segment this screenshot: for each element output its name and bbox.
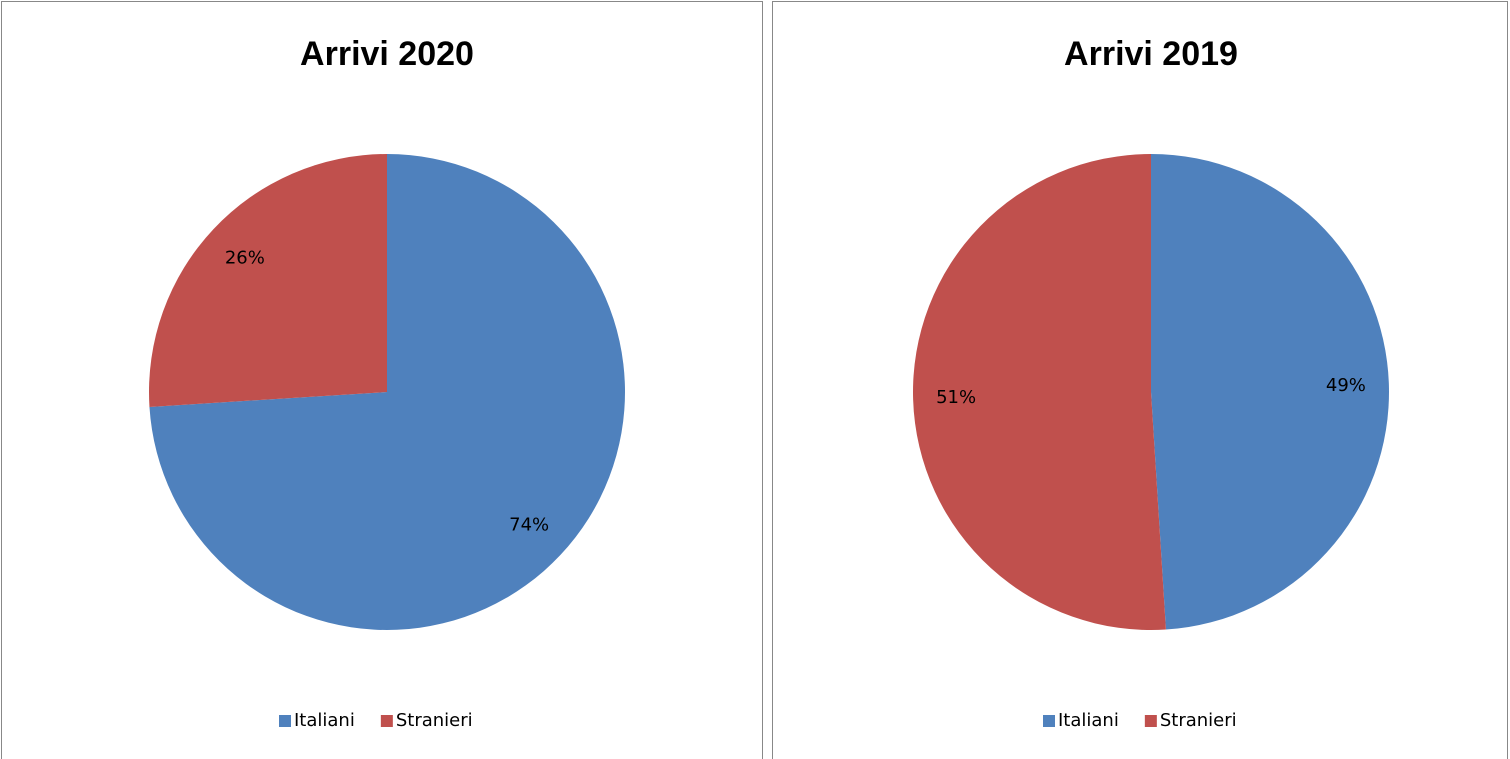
pie-slice xyxy=(149,154,625,630)
data-label: 74% xyxy=(509,514,549,535)
legend-swatch xyxy=(1043,715,1055,727)
legend-swatch xyxy=(279,715,291,727)
chart-title: Arrivi 2019 xyxy=(1064,35,1238,73)
data-label: 26% xyxy=(225,248,265,269)
legend-label: Italiani xyxy=(1058,710,1119,731)
legend-label: Stranieri xyxy=(396,710,473,731)
chart-title: Arrivi 2020 xyxy=(300,35,474,73)
legend-swatch xyxy=(1144,715,1157,727)
data-label: 49% xyxy=(1326,375,1366,396)
pie-slice xyxy=(912,154,1166,630)
data-label: 51% xyxy=(936,387,976,408)
pie-slice xyxy=(1151,154,1389,630)
legend-label: Stranieri xyxy=(1160,710,1237,731)
legend-label: Italiani xyxy=(294,710,355,731)
legend-swatch xyxy=(380,715,393,727)
pie-slice xyxy=(149,154,387,407)
